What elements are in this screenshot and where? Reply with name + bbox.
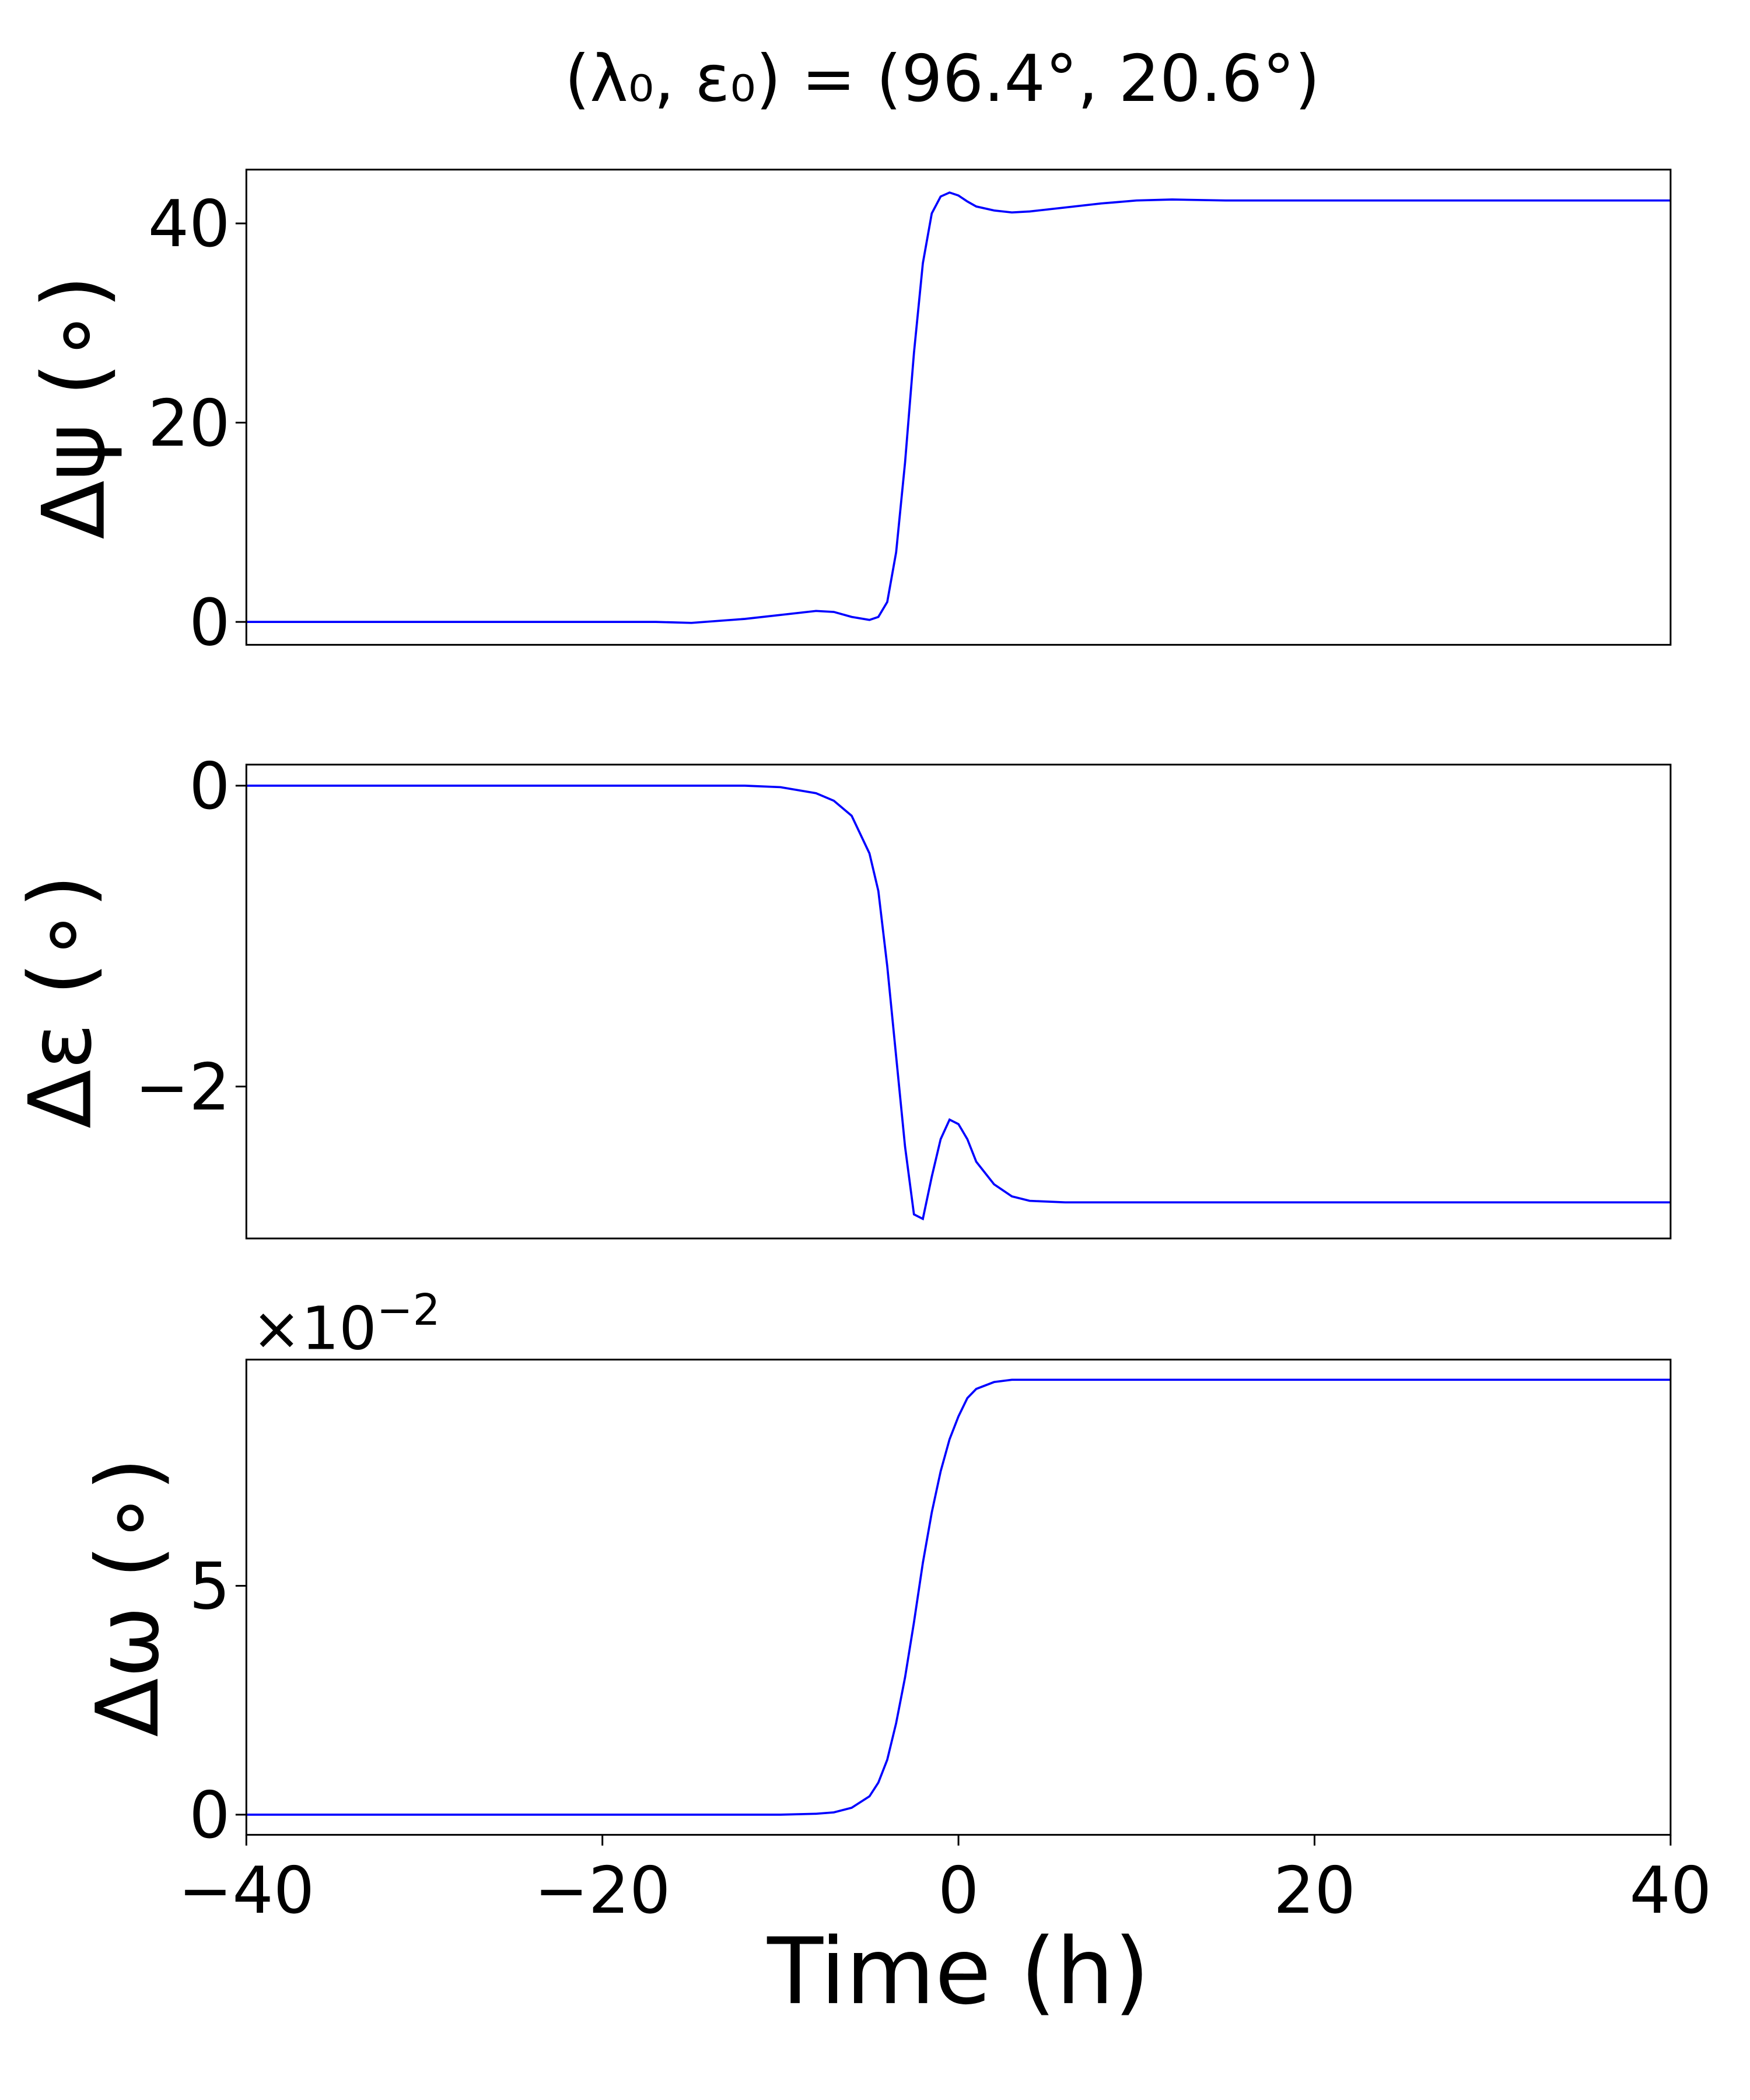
offset-text: ×10−2	[252, 1285, 440, 1363]
y-tick-label: −2	[135, 1050, 230, 1125]
data-line	[246, 191, 1671, 624]
y-axis-label: Δε (∘)	[10, 874, 111, 1129]
x-tick-label: 20	[1273, 1853, 1356, 1929]
chart-title: (λ₀, ε₀) = (96.4°, 20.6°)	[565, 41, 1320, 117]
y-axis-label: Δψ (∘)	[24, 275, 124, 540]
y-axis-label: Δω (∘)	[78, 1457, 178, 1737]
axes-frame	[245, 764, 1672, 1240]
y-tick-label: 0	[189, 1778, 230, 1853]
y-tick-label: 20	[148, 386, 230, 461]
data-line	[246, 1378, 1671, 1816]
data-line	[246, 785, 1671, 1221]
y-tick-label: 0	[189, 749, 230, 824]
offset-base: ×10	[252, 1294, 377, 1363]
y-tick-label: 0	[189, 585, 230, 660]
x-tick-label: −40	[178, 1853, 314, 1929]
y-tick-label: 40	[148, 187, 230, 262]
x-tick-label: 40	[1629, 1853, 1712, 1929]
x-tick-label: 0	[938, 1853, 979, 1929]
axes-frame	[245, 169, 1672, 646]
x-axis-label: Time (h)	[766, 1919, 1150, 2025]
y-tick-label: 5	[189, 1549, 230, 1625]
x-tick-label: −20	[534, 1853, 671, 1929]
offset-exponent: −2	[377, 1285, 440, 1335]
